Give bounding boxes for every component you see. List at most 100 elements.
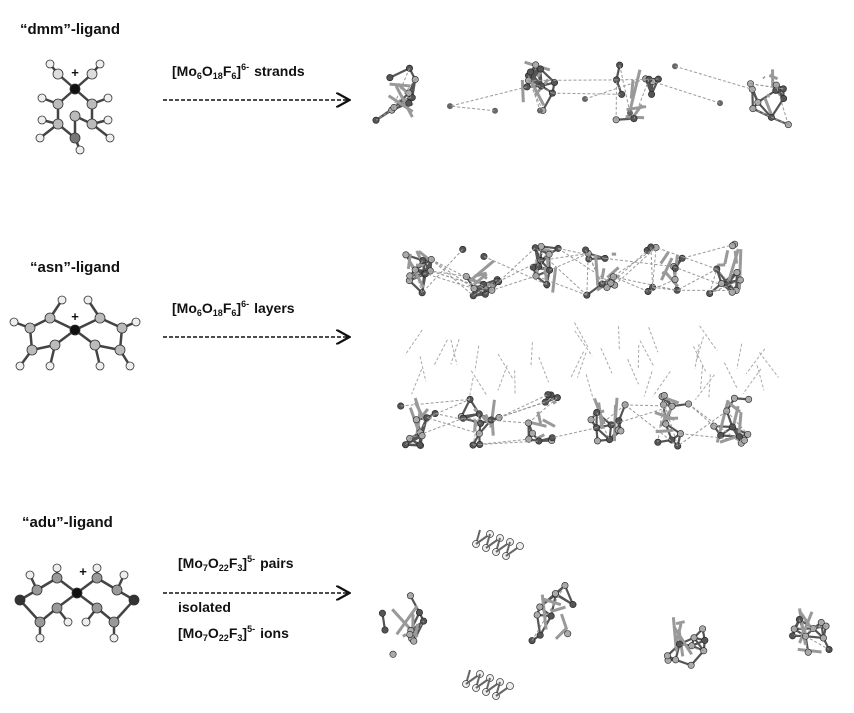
atom (50, 340, 60, 350)
formula-part: 22 (219, 563, 229, 573)
label-text: strands (254, 63, 305, 79)
h-bond (412, 369, 422, 394)
h-bond (759, 352, 778, 377)
formula-part: 6- (241, 299, 249, 309)
h-bond (618, 326, 619, 351)
atom (117, 323, 127, 333)
atom (407, 631, 413, 637)
atom (25, 323, 35, 333)
ligand-molecule (15, 564, 139, 642)
atom (46, 362, 54, 370)
atom (379, 610, 385, 616)
h-bond (653, 82, 720, 104)
h-bond (499, 395, 548, 418)
atom (53, 99, 63, 109)
atom (87, 119, 97, 129)
cluster (373, 65, 419, 123)
label-text: isolated (178, 599, 231, 615)
atom (36, 634, 44, 642)
atom (588, 417, 594, 423)
formula-part: [Mo (178, 625, 203, 641)
charge-sign: + (79, 564, 87, 579)
atom (52, 573, 62, 583)
bond (763, 77, 764, 78)
atom (70, 84, 80, 94)
atom (387, 74, 393, 80)
atom (413, 417, 419, 423)
atom (35, 617, 45, 627)
atom (548, 613, 554, 619)
atom (407, 273, 413, 279)
h-bond (613, 277, 648, 292)
bond (538, 412, 541, 424)
atom (76, 146, 84, 154)
h-bond (700, 326, 718, 351)
bond (561, 614, 566, 629)
cluster (655, 392, 692, 449)
atom (72, 588, 82, 598)
atom (16, 362, 24, 370)
h-bond (451, 339, 459, 364)
h-bond (450, 106, 495, 111)
h-bond (558, 248, 605, 258)
h-bond (615, 247, 656, 285)
h-bond (420, 356, 426, 381)
atom (631, 115, 637, 121)
h-bond (675, 66, 752, 89)
atom (382, 627, 388, 633)
atom (529, 430, 535, 436)
formula-part: 6- (241, 62, 249, 72)
h-bond (601, 348, 612, 373)
atom (64, 618, 72, 626)
atom (132, 318, 140, 326)
atom (90, 340, 100, 350)
h-bond (515, 370, 516, 395)
atom (745, 396, 751, 402)
h-bond (574, 322, 588, 347)
atom (688, 662, 694, 668)
atom (82, 618, 90, 626)
h-bond (638, 345, 639, 370)
bond (725, 250, 728, 264)
arrow-label: [Mo7O22F3]5-pairs (178, 554, 294, 573)
atom (546, 251, 552, 257)
h-bond (552, 428, 596, 438)
bond (531, 423, 546, 427)
atom (552, 590, 558, 596)
atom (699, 626, 705, 632)
h-bond (737, 344, 742, 369)
atom (618, 428, 624, 434)
atom (419, 433, 425, 439)
atom (780, 95, 786, 101)
arrow-label: isolated (178, 599, 231, 615)
cluster (522, 62, 557, 114)
h-bond (577, 353, 586, 378)
atom (570, 601, 576, 607)
atom (96, 362, 104, 370)
h-bond (401, 399, 470, 406)
atom (95, 313, 105, 323)
ligand-label: “adu”-ligand (22, 514, 113, 531)
atom (390, 651, 396, 657)
h-bond (724, 363, 736, 388)
atom (92, 603, 102, 613)
atom (70, 111, 80, 121)
cluster (403, 251, 435, 296)
cluster (747, 69, 791, 127)
atom (36, 134, 44, 142)
h-bond (743, 369, 761, 394)
atom (38, 94, 46, 102)
label-text: ions (260, 625, 289, 641)
atom (27, 345, 37, 355)
atom (407, 593, 413, 599)
atom (109, 617, 119, 627)
atom (70, 133, 80, 143)
formula-part: 22 (219, 633, 229, 643)
atom (32, 585, 42, 595)
structures (10, 60, 832, 700)
atom (129, 595, 139, 605)
h-bond (539, 357, 549, 382)
h-bond (613, 277, 677, 290)
atom (87, 69, 97, 79)
ligand-molecule (10, 296, 140, 370)
